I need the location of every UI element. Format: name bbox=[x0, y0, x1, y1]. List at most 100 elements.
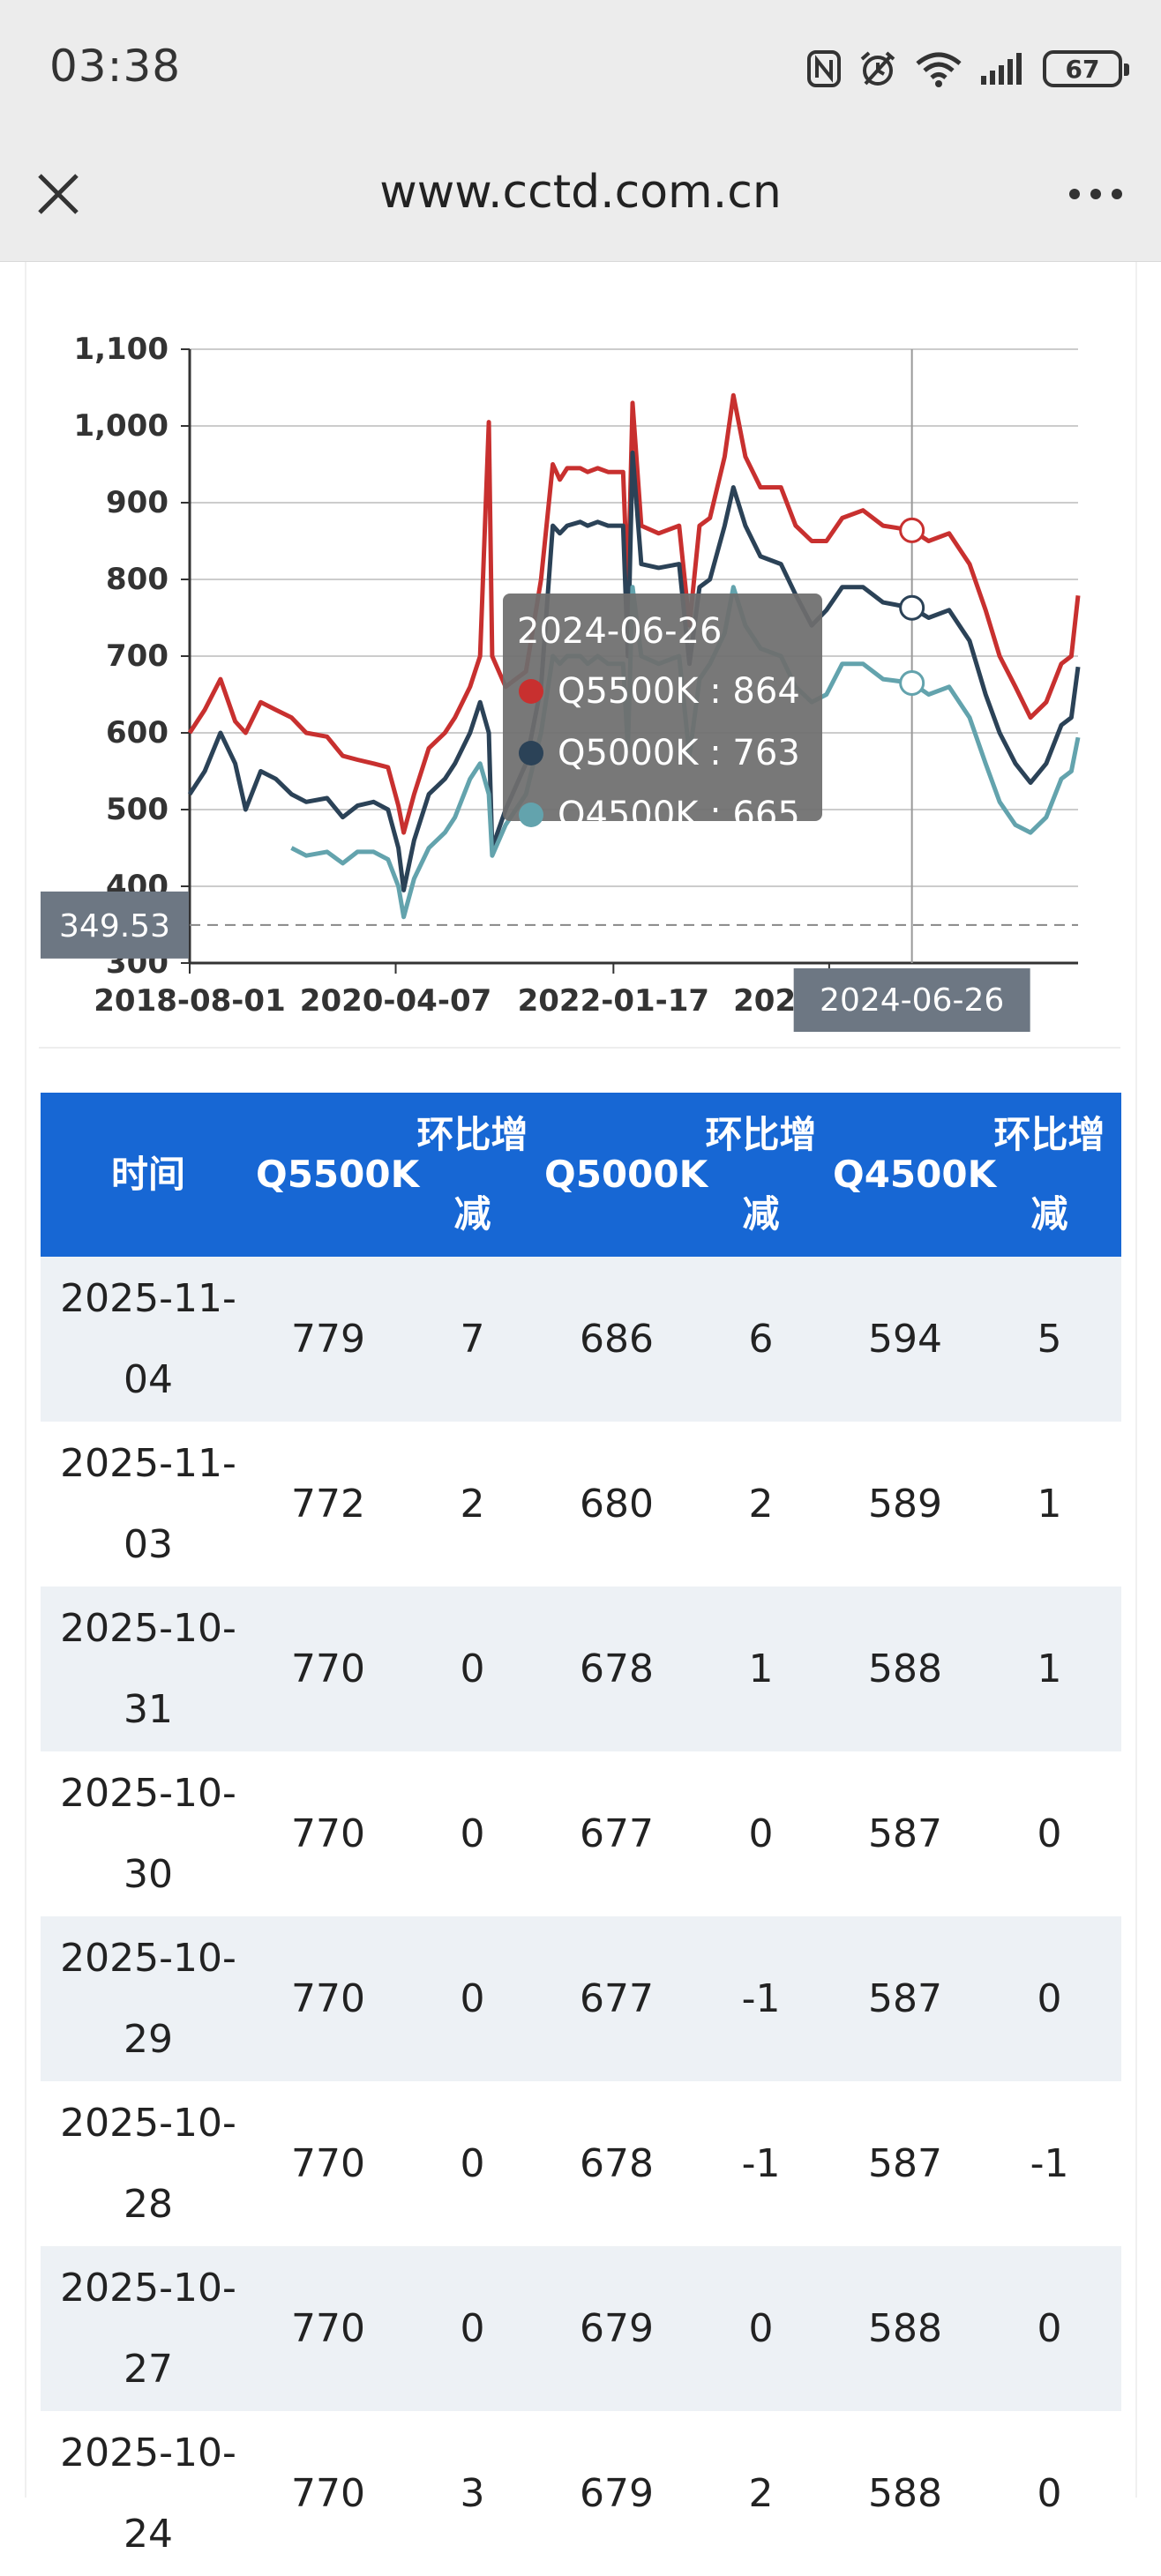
cell-d5500: 0 bbox=[401, 1916, 544, 2081]
markline: 349.53 bbox=[41, 891, 1078, 959]
close-button[interactable] bbox=[32, 168, 85, 220]
tooltip-item: Q4500K : 665 bbox=[558, 795, 800, 835]
cell-q4500: 588 bbox=[833, 2246, 977, 2411]
cell-d4500: 0 bbox=[977, 1916, 1121, 2081]
status-icons: 67 bbox=[806, 42, 1129, 95]
battery-indicator: 67 bbox=[1043, 50, 1129, 87]
header-q5500: Q5500K bbox=[256, 1093, 419, 1257]
cell-q5500: 770 bbox=[256, 1587, 401, 1751]
cell-d5000: -1 bbox=[689, 1916, 833, 2081]
x-tick-label: 2022-01-17 bbox=[518, 983, 709, 1019]
tooltip-marker bbox=[519, 679, 543, 704]
table-row: 2025-10-24 770 3 679 2 588 0 bbox=[41, 2411, 1121, 2576]
cell-d5500: 0 bbox=[401, 2081, 544, 2246]
header-time: 时间 bbox=[41, 1093, 256, 1257]
crosshair-point bbox=[899, 594, 925, 621]
header-q5000: Q5000K bbox=[544, 1093, 708, 1257]
cell-q5000: 678 bbox=[544, 2081, 689, 2246]
y-tick-label: 700 bbox=[106, 638, 169, 674]
cell-d5000: 0 bbox=[689, 1751, 833, 1916]
table-row: 2025-10-30 770 0 677 0 587 0 bbox=[41, 1751, 1121, 1916]
cell-d5000: 1 bbox=[689, 1587, 833, 1751]
y-tick-label: 500 bbox=[106, 792, 169, 827]
cell-d5500: 7 bbox=[401, 1257, 544, 1422]
cell-d4500: 1 bbox=[977, 1587, 1121, 1751]
cell-q5500: 770 bbox=[256, 2411, 401, 2576]
cell-d5000: 2 bbox=[689, 2411, 833, 2576]
cell-q4500: 594 bbox=[833, 1257, 977, 1422]
crosshair: 2024-06-26 bbox=[793, 349, 1030, 1032]
cell-q5500: 770 bbox=[256, 2081, 401, 2246]
cell-d5000: 6 bbox=[689, 1257, 833, 1422]
cell-q5000: 679 bbox=[544, 2411, 689, 2576]
page-url: www.cctd.com.cn bbox=[379, 166, 782, 219]
more-dots-icon bbox=[1069, 189, 1122, 199]
x-tick-label: 2018-08-01 bbox=[94, 983, 285, 1019]
header-d5000: 环比增减 bbox=[689, 1093, 833, 1257]
cell-date: 2025-10-29 bbox=[41, 1916, 256, 2081]
cell-d4500: 0 bbox=[977, 2246, 1121, 2411]
table-row: 2025-10-27 770 0 679 0 588 0 bbox=[41, 2246, 1121, 2411]
cell-d5500: 0 bbox=[401, 1751, 544, 1916]
signal-icon bbox=[979, 51, 1027, 86]
cell-q5500: 772 bbox=[256, 1422, 401, 1587]
cell-q4500: 587 bbox=[833, 2081, 977, 2246]
table-row: 2025-10-28 770 0 678 -1 587 -1 bbox=[41, 2081, 1121, 2246]
page-border-right bbox=[1135, 262, 1137, 2498]
cell-date: 2025-10-24 bbox=[41, 2411, 256, 2576]
chart-tooltip: 2024-06-26 Q5500K : 864 Q5000K : 763 Q4500K… bbox=[503, 594, 822, 835]
cell-q5500: 770 bbox=[256, 1916, 401, 2081]
crosshair-label: 2024-06-26 bbox=[820, 982, 1004, 1019]
series-line-q4500k bbox=[290, 585, 1081, 920]
cell-q5000: 677 bbox=[544, 1916, 689, 2081]
cell-d5000: -1 bbox=[689, 2081, 833, 2246]
table-row: 2025-10-31 770 0 678 1 588 1 bbox=[41, 1587, 1121, 1751]
tooltip-date: 2024-06-26 bbox=[517, 611, 722, 652]
y-tick-label: 1,000 bbox=[73, 408, 169, 444]
cell-q5000: 686 bbox=[544, 1257, 689, 1422]
y-tick-label: 1,100 bbox=[73, 332, 169, 367]
price-table: 时间 Q5500K 环比增减 Q5000K 环比增减 Q4500K 环比增减 2… bbox=[41, 1093, 1121, 2576]
cell-q4500: 588 bbox=[833, 2411, 977, 2576]
cell-d5500: 2 bbox=[401, 1422, 544, 1587]
crosshair-point bbox=[899, 517, 925, 543]
status-time: 03:38 bbox=[49, 41, 182, 92]
tooltip-marker bbox=[519, 803, 543, 827]
cell-q5500: 770 bbox=[256, 2246, 401, 2411]
cell-q4500: 587 bbox=[833, 1751, 977, 1916]
tooltip-item: Q5500K : 864 bbox=[558, 671, 800, 712]
cell-q5000: 678 bbox=[544, 1587, 689, 1751]
cell-q5000: 677 bbox=[544, 1751, 689, 1916]
cell-d4500: 1 bbox=[977, 1422, 1121, 1587]
more-button[interactable] bbox=[1060, 168, 1131, 220]
cell-q5000: 679 bbox=[544, 2246, 689, 2411]
page-content: 300 400 500 600 700 800 900 1,000 1,100 2018-08-… bbox=[0, 262, 1161, 2576]
cell-d4500: -1 bbox=[977, 2081, 1121, 2246]
cell-q5000: 680 bbox=[544, 1422, 689, 1587]
cell-date: 2025-10-28 bbox=[41, 2081, 256, 2246]
cell-q4500: 587 bbox=[833, 1916, 977, 2081]
crosshair-point bbox=[899, 669, 925, 696]
tooltip-item: Q5000K : 763 bbox=[558, 733, 800, 773]
header-d5500: 环比增减 bbox=[401, 1093, 544, 1257]
wifi-icon bbox=[914, 49, 963, 88]
cell-q4500: 589 bbox=[833, 1422, 977, 1587]
markline-label-box bbox=[41, 891, 189, 959]
cell-d5500: 3 bbox=[401, 2411, 544, 2576]
cell-q5500: 770 bbox=[256, 1751, 401, 1916]
table-row: 2025-11-03 772 2 680 2 589 1 bbox=[41, 1422, 1121, 1587]
cell-date: 2025-11-03 bbox=[41, 1422, 256, 1587]
tooltip-marker bbox=[519, 741, 543, 765]
browser-title-bar: www.cctd.com.cn bbox=[0, 141, 1161, 262]
cell-q4500: 588 bbox=[833, 1587, 977, 1751]
y-tick-label: 600 bbox=[106, 715, 169, 750]
cell-q5500: 779 bbox=[256, 1257, 401, 1422]
cell-d5000: 2 bbox=[689, 1422, 833, 1587]
cell-date: 2025-10-31 bbox=[41, 1587, 256, 1751]
markline-label: 349.53 bbox=[59, 908, 170, 945]
y-tick-label: 900 bbox=[106, 485, 169, 520]
cell-date: 2025-11-04 bbox=[41, 1257, 256, 1422]
close-icon bbox=[38, 174, 79, 214]
